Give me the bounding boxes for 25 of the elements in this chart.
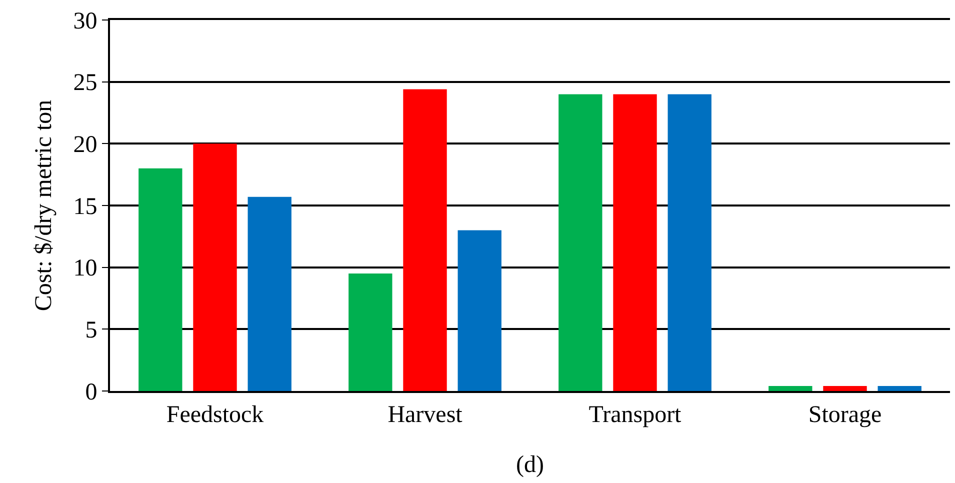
x-tick-label: Transport [588,402,682,428]
y-tick-label: 30 [73,8,98,34]
y-tick-label: 25 [73,70,98,96]
y-tick-label: 10 [73,256,98,282]
x-tick-label: Harvest [388,402,463,428]
y-tick-label: 15 [73,194,98,220]
bar [458,230,502,391]
y-axis-title: Cost: $/dry metric ton [30,100,57,312]
bar [193,144,237,391]
text: (d) [516,452,544,478]
bar [878,386,922,391]
bar [248,196,292,391]
bar [613,94,657,391]
y-tick-label: 20 [73,132,98,158]
bar [768,386,812,391]
bar [348,274,392,391]
x-tick-label: Storage [808,402,882,428]
bar [403,89,447,391]
bar [558,94,602,391]
bar [823,386,867,391]
bar [138,168,182,391]
bar [668,94,712,391]
y-tick-label: 0 [85,379,98,406]
y-tick-label: 5 [85,318,98,344]
x-tick-label: Feedstock [166,402,264,428]
